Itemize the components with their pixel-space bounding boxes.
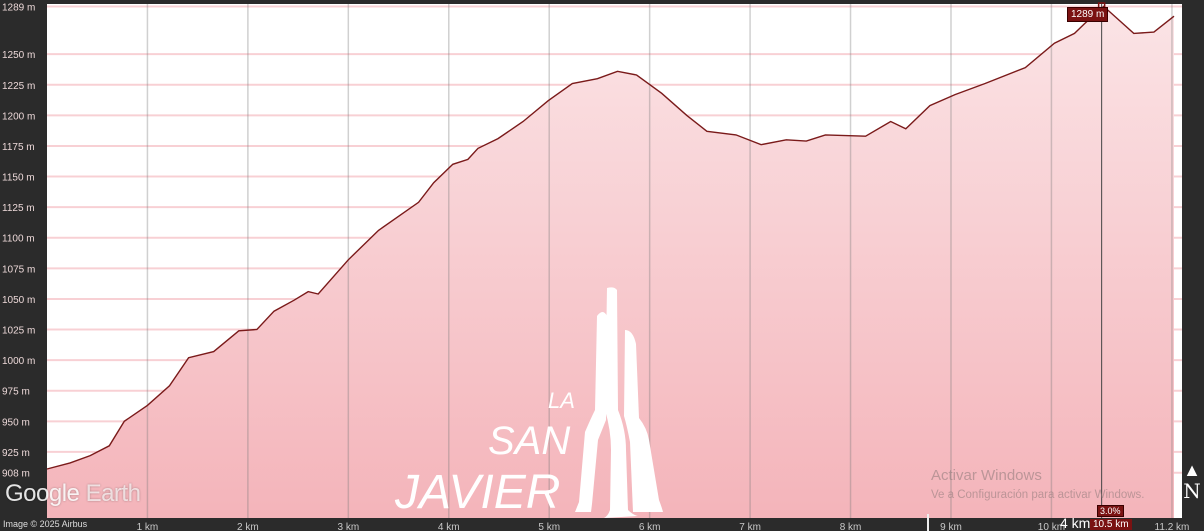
x-tick-label: 10 km [1038,522,1065,531]
windows-activation-title: Activar Windows [931,467,1042,484]
compass[interactable]: ▲ N [1183,460,1201,502]
y-tick-label: 1225 m [2,81,35,92]
elevation-readout: 1289 m [1067,7,1109,22]
x-axis-labels: 1 km 2 km 3 km 4 km 5 km 6 km 7 km 8 km 9 km 10 k… [137,522,1190,531]
x-tick-label: 1 km [137,522,159,531]
y-tick-label: 925 m [2,448,30,459]
grade-readout: 3.0% [1097,505,1124,517]
compass-letter: N [1183,479,1201,503]
logo-text-la: LA [548,388,575,413]
y-tick-label: 1289 m [2,2,35,13]
x-tick-label: 6 km [639,522,661,531]
x-tick-label: 8 km [840,522,862,531]
x-tick-label: 11.2 km [1155,522,1190,531]
x-tick-label: 4 km [438,522,460,531]
y-tick-label: 1075 m [2,264,35,275]
y-tick-label: 975 m [2,387,30,398]
google-earth-logo: Google Earth [5,480,141,508]
windows-activation-subtitle: Ve a Configuración para activar Windows. [931,489,1145,501]
y-axis-labels: 1289 m 1250 m 1225 m 1200 m 1175 m 1150 m 1125… [2,2,35,479]
y-tick-label: 1025 m [2,326,35,337]
y-tick-label: 950 m [2,417,30,428]
y-tick-label: 1000 m [2,356,35,367]
x-tick-label: 3 km [337,522,359,531]
elevation-area-fill [47,6,1174,519]
vertical-gridlines [146,4,1173,518]
y-tick-label: 1175 m [2,142,35,153]
scale-bar [927,514,929,531]
x-tick-label: 9 km [940,522,962,531]
distance-readout: 10.5 km [1090,519,1132,530]
x-tick-label: 7 km [739,522,761,531]
logo-text-javier: JAVIER [394,466,560,519]
logo-google: Google [5,480,80,507]
scale-label: 4 km [1060,515,1091,531]
x-tick-label: 2 km [237,522,259,531]
y-tick-label: 1150 m [2,173,35,184]
logo-earth: Earth [85,480,141,507]
y-tick-label: 908 m [2,469,30,480]
north-arrow-icon: ▲ [1183,460,1201,480]
logo-text-san: SAN [488,419,570,463]
y-tick-label: 1100 m [2,234,35,245]
image-credit: Image © 2025 Airbus [3,519,88,529]
la-san-javier-logo: LA SAN JAVIER [394,287,663,519]
elevation-line [46,5,1175,470]
y-tick-label: 1050 m [2,295,35,306]
y-tick-label: 1125 m [2,203,35,214]
y-tick-label: 1200 m [2,111,35,122]
y-tick-label: 1250 m [2,50,35,61]
x-tick-label: 5 km [538,522,560,531]
